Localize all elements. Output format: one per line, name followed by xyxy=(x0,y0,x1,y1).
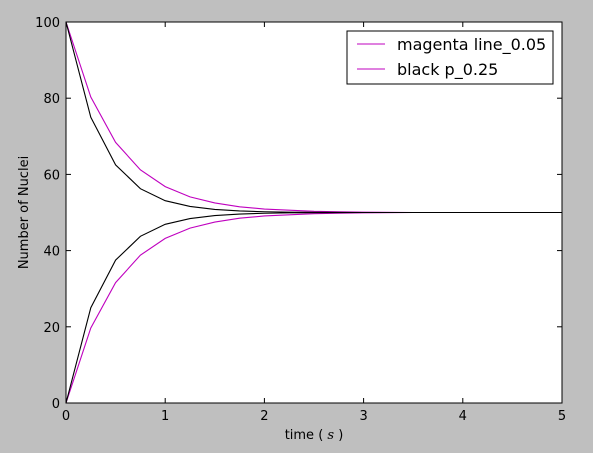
y-tick-label: 80 xyxy=(43,92,60,107)
x-axis-label: time ( s ) xyxy=(285,428,344,443)
legend-label-0: magenta line_0.05 xyxy=(397,35,546,55)
legend-label-1: black p_0.25 xyxy=(397,60,498,80)
x-axis-unit-close: ) xyxy=(338,428,343,443)
y-tick-label: 20 xyxy=(43,321,60,336)
x-tick-label: 4 xyxy=(459,409,467,424)
y-tick-label: 0 xyxy=(52,397,60,412)
x-tick-label: 3 xyxy=(359,409,367,424)
x-tick-label: 2 xyxy=(260,409,268,424)
x-axis-label-text: time xyxy=(285,428,314,443)
legend-box xyxy=(346,30,554,85)
y-tick-label: 100 xyxy=(35,16,60,31)
y-tick-label: 40 xyxy=(43,245,60,260)
x-axis-unit-open: ( xyxy=(318,428,323,443)
x-tick-label: 0 xyxy=(62,409,70,424)
series-layer xyxy=(65,21,562,404)
x-axis-label-unit: s xyxy=(327,428,334,443)
plot-frame xyxy=(65,21,563,404)
y-axis-label: Number of Nuclei xyxy=(17,156,32,269)
y-tick-label: 60 xyxy=(43,168,60,183)
series-line-3 xyxy=(65,211,562,404)
x-tick-label: 1 xyxy=(161,409,169,424)
x-tick-label: 5 xyxy=(558,409,566,424)
